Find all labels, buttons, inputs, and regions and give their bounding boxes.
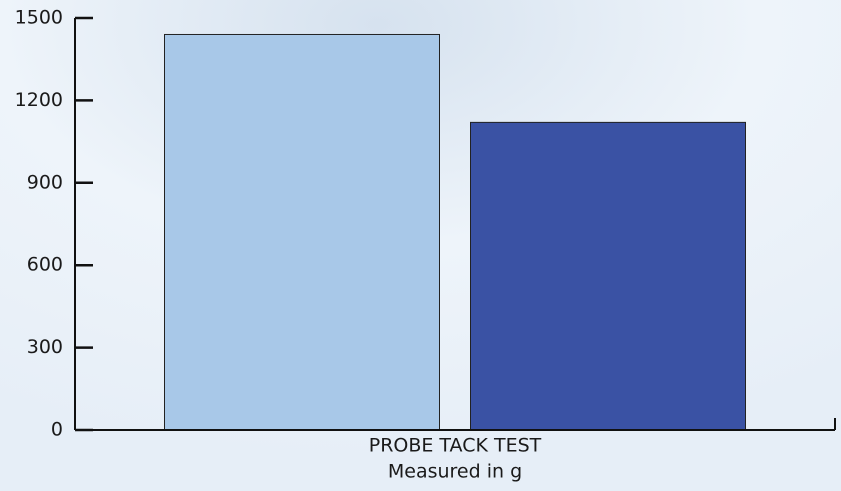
y-tick-label: 1200 <box>15 89 63 111</box>
y-tick-label: 900 <box>27 171 63 193</box>
x-tick-label: PROBE TACK TEST <box>369 435 542 457</box>
bar <box>470 121 746 431</box>
y-tick-label: 600 <box>27 254 63 276</box>
y-tick-label: 300 <box>27 336 63 358</box>
y-tick-label: 1500 <box>15 7 63 29</box>
bar <box>164 33 440 431</box>
y-tick-label: 0 <box>51 419 63 441</box>
x-axis-label: Measured in g <box>388 461 522 483</box>
